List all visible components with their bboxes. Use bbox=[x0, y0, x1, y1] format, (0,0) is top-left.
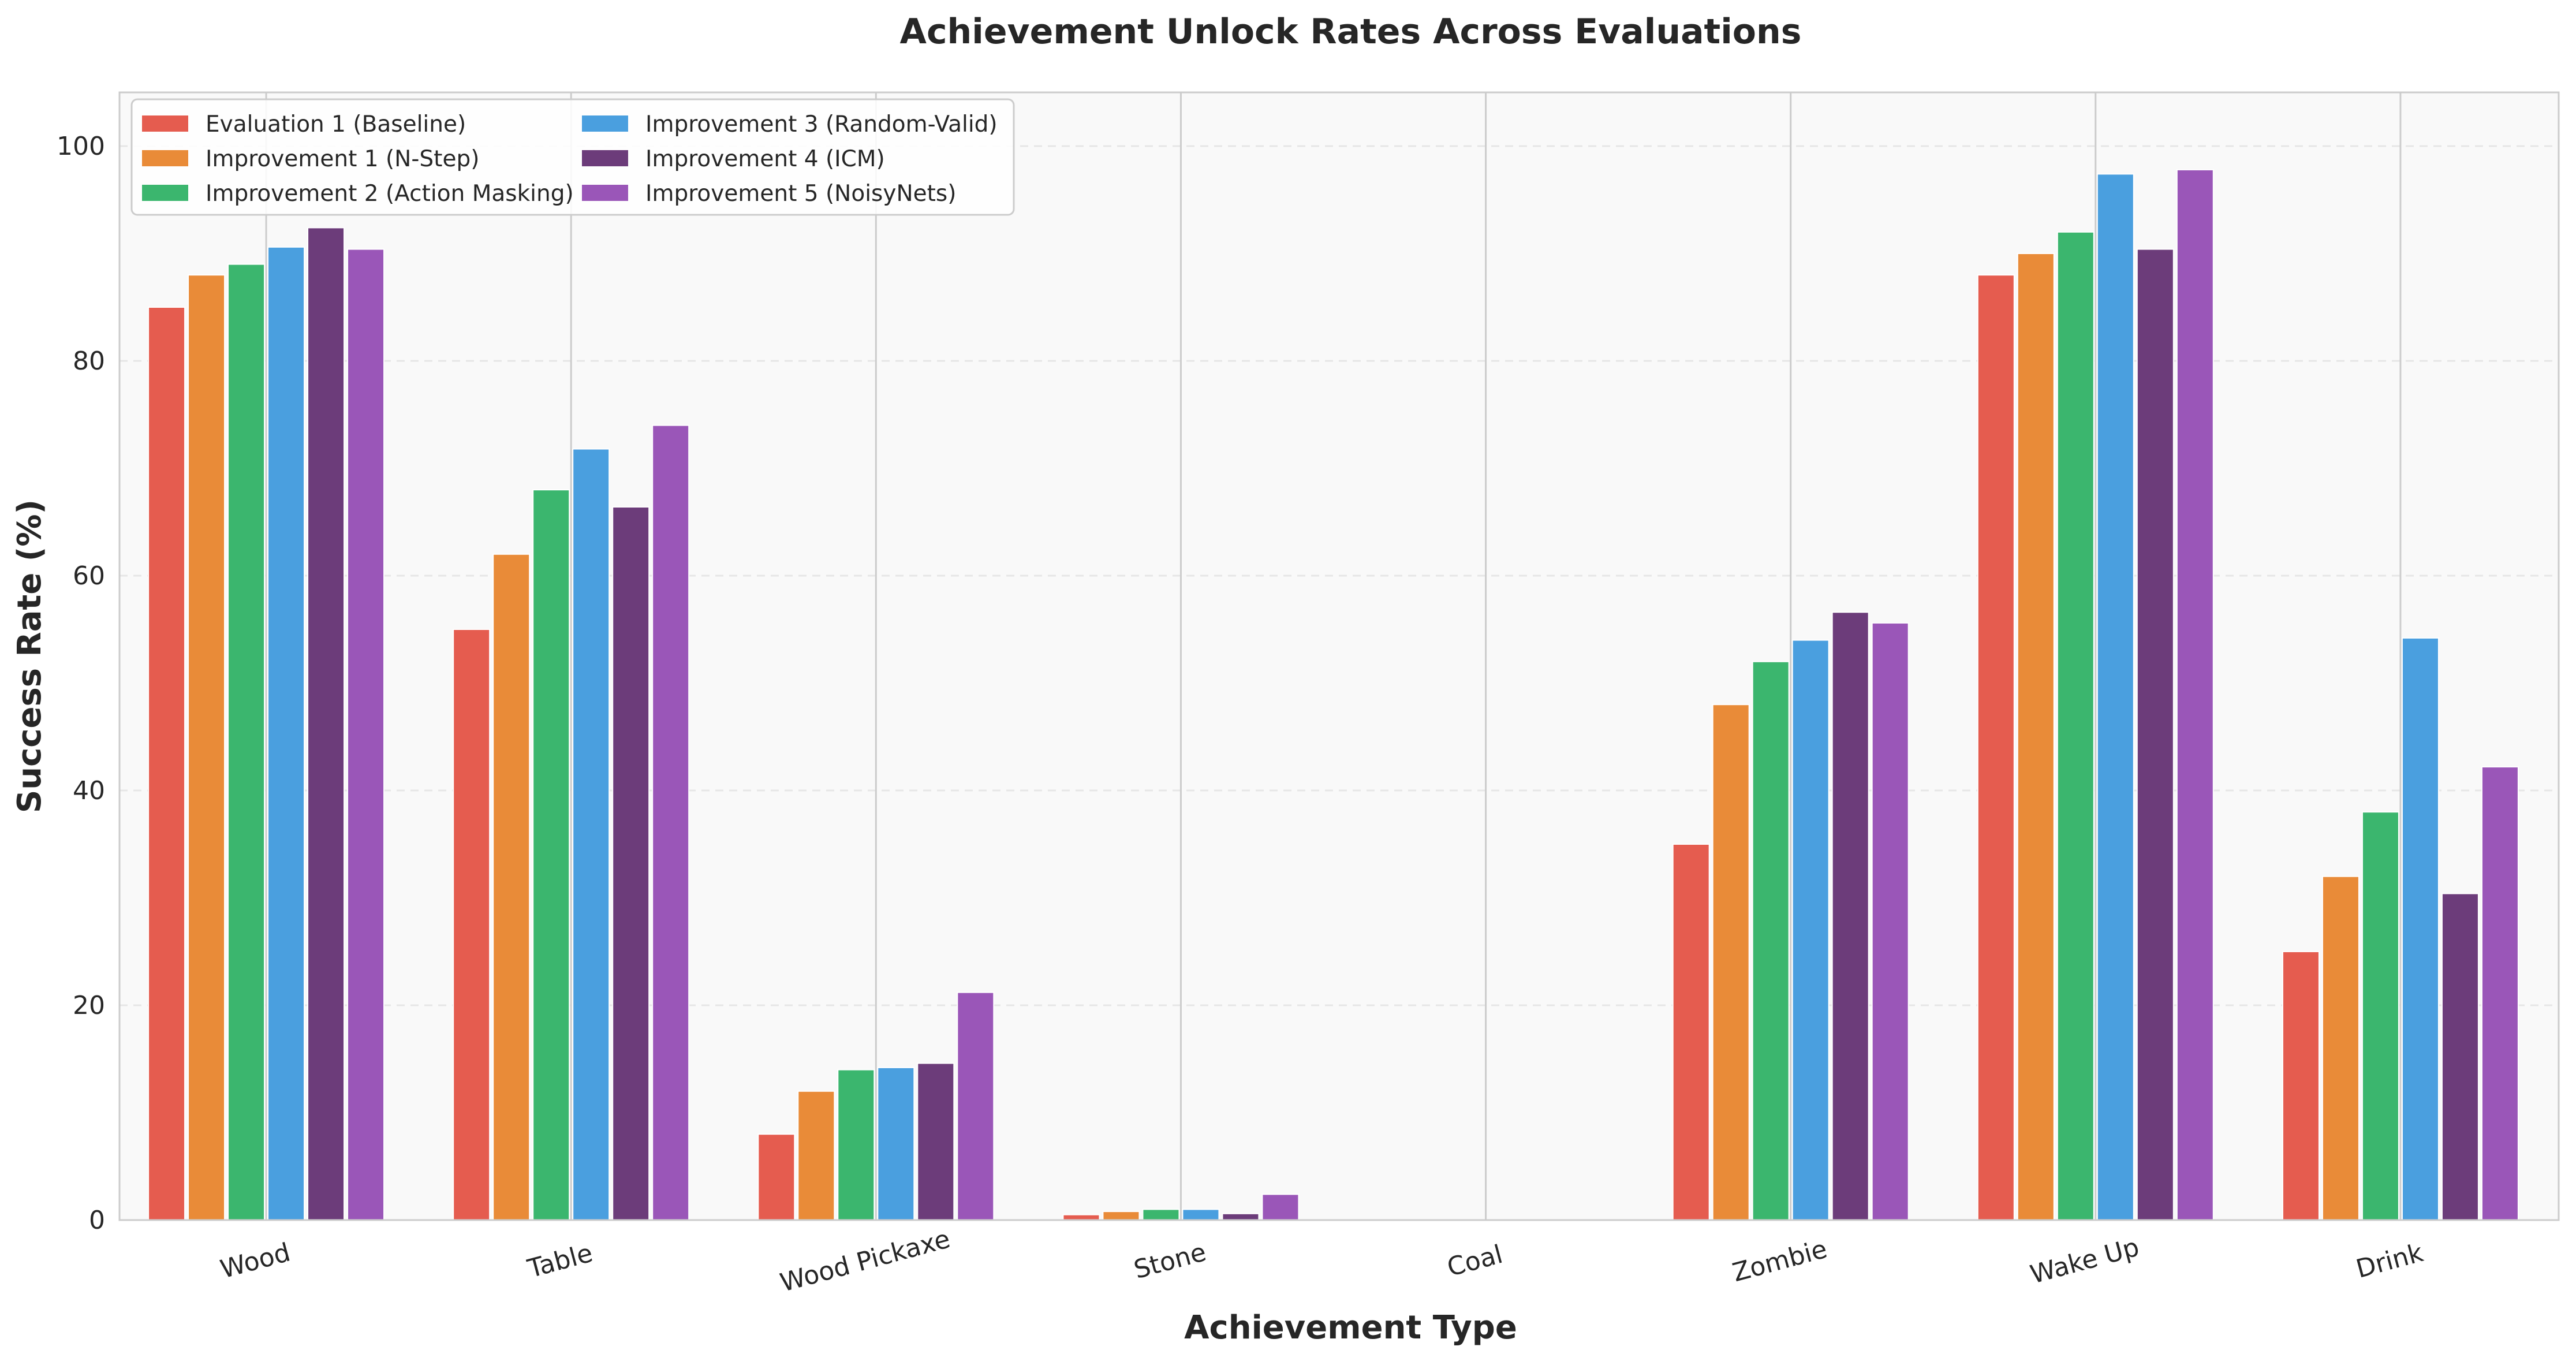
bar bbox=[957, 991, 995, 1221]
bar bbox=[227, 263, 266, 1221]
bar bbox=[757, 1133, 796, 1221]
bar bbox=[2136, 248, 2174, 1221]
bar bbox=[2361, 811, 2399, 1221]
y-axis-label: Success Rate (%) bbox=[11, 499, 48, 813]
bar bbox=[2401, 637, 2439, 1221]
bar bbox=[1871, 622, 1909, 1221]
bar bbox=[797, 1090, 835, 1221]
bar bbox=[307, 227, 345, 1221]
bar bbox=[2441, 893, 2479, 1221]
bar bbox=[917, 1062, 955, 1221]
bar bbox=[1142, 1209, 1180, 1221]
bar bbox=[1752, 661, 1790, 1221]
legend-label: Improvement 5 (NoisyNets) bbox=[645, 181, 956, 207]
legend-swatch bbox=[142, 115, 188, 132]
legend-label: Improvement 3 (Random-Valid) bbox=[645, 111, 998, 137]
legend-label: Improvement 2 (Action Masking) bbox=[206, 181, 574, 207]
bar bbox=[1712, 704, 1750, 1221]
bar bbox=[877, 1066, 915, 1221]
bar bbox=[837, 1069, 875, 1221]
bar bbox=[572, 448, 610, 1221]
legend-label: Improvement 4 (ICM) bbox=[645, 146, 885, 172]
legend-swatch bbox=[142, 185, 188, 201]
bar bbox=[267, 246, 305, 1221]
bar bbox=[188, 274, 226, 1221]
legend-swatch bbox=[582, 185, 628, 201]
bar bbox=[532, 489, 570, 1221]
bar bbox=[347, 248, 385, 1221]
bar bbox=[1791, 639, 1830, 1221]
bar bbox=[2176, 169, 2214, 1221]
y-tick-label: 100 bbox=[57, 132, 105, 161]
bar bbox=[492, 553, 531, 1221]
legend-label: Improvement 1 (N-Step) bbox=[206, 146, 479, 172]
bar bbox=[652, 424, 690, 1221]
y-tick-label: 40 bbox=[73, 776, 105, 805]
plot-border bbox=[118, 91, 2560, 1221]
legend-swatch bbox=[582, 115, 628, 132]
bar bbox=[612, 506, 650, 1221]
legend-swatch bbox=[142, 150, 188, 166]
bar bbox=[1831, 611, 1869, 1221]
bar bbox=[2056, 231, 2095, 1221]
legend-box bbox=[130, 98, 1015, 216]
y-tick-label: 80 bbox=[73, 346, 105, 376]
bar bbox=[1222, 1213, 1260, 1221]
bar bbox=[2017, 253, 2055, 1221]
chart-title: Achievement Unlock Rates Across Evaluati… bbox=[900, 12, 1802, 52]
x-axis-label: Achievement Type bbox=[1184, 1309, 1517, 1347]
y-tick-labels: 0 20 40 60 80 100 bbox=[57, 132, 105, 1235]
bar bbox=[1261, 1194, 1300, 1221]
legend-label: Evaluation 1 (Baseline) bbox=[206, 111, 466, 137]
bar bbox=[2282, 951, 2320, 1221]
bar bbox=[2321, 875, 2360, 1221]
y-tick-label: 60 bbox=[73, 561, 105, 591]
bar bbox=[1102, 1211, 1140, 1221]
bar bbox=[453, 629, 491, 1221]
bar bbox=[148, 307, 186, 1221]
legend: Evaluation 1 (Baseline) Improvement 1 (N-… bbox=[130, 98, 1015, 216]
bar bbox=[1672, 844, 1710, 1221]
y-tick-label: 0 bbox=[89, 1206, 105, 1235]
bar bbox=[1182, 1209, 1220, 1221]
bar bbox=[2096, 173, 2134, 1221]
bar bbox=[1977, 274, 2015, 1221]
legend-swatch bbox=[582, 150, 628, 166]
bar bbox=[2481, 766, 2519, 1221]
y-tick-label: 20 bbox=[73, 991, 105, 1020]
